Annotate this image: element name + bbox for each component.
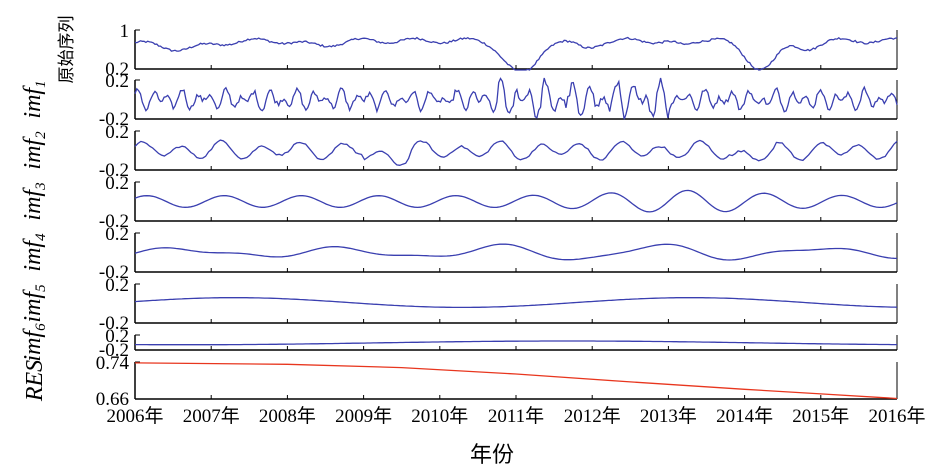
series-line-imf2	[134, 139, 898, 166]
y-tick-label: 0.2	[105, 173, 129, 194]
panel-3: 0.2 -0.2 imf2	[20, 122, 898, 181]
series-line-original	[134, 36, 898, 71]
series-line-res	[134, 362, 898, 400]
panel-8: 0.74 0.66 RES	[22, 353, 898, 410]
y-tick-label: 0.2	[105, 71, 129, 92]
x-tick-label: 2013年	[640, 405, 697, 427]
x-tick-label: 2008年	[259, 405, 316, 427]
y-tick-label: 0.2	[105, 224, 129, 245]
y-axis-label: imf1	[20, 80, 49, 118]
series-line-imf5	[134, 297, 898, 309]
panel-5: 0.2 -0.2 imf4	[20, 224, 898, 283]
y-tick-label: 0.66	[96, 389, 129, 410]
y-tick-label: -0.2	[99, 211, 129, 232]
y-tick-label: 0.2	[105, 59, 129, 80]
y-tick-label: -0.2	[99, 313, 129, 334]
y-axis-label: imf4	[20, 233, 49, 272]
y-axis-label: RES	[22, 360, 48, 402]
series-line-imf4	[134, 243, 898, 261]
y-tick-label: 0.2	[105, 326, 129, 347]
y-tick-label: 1	[120, 21, 130, 42]
panel-4: 0.2 -0.2 imf3	[20, 173, 898, 232]
y-tick-label: -0.2	[99, 340, 129, 361]
panel-1: 1 0.2 原始序列	[57, 16, 898, 84]
x-tick-label: 2011年	[488, 405, 544, 427]
y-axis-label: imf2	[20, 131, 49, 170]
x-tick-label: 2012年	[564, 405, 621, 427]
y-tick-label: -0.2	[99, 160, 129, 181]
y-tick-label: 0.2	[105, 122, 129, 143]
panel-6: 0.2 -0.2 imf5	[20, 275, 898, 334]
x-tick-label: 2014年	[716, 405, 773, 427]
x-tick-label: 2010年	[411, 405, 468, 427]
y-tick-label: -0.2	[99, 109, 129, 130]
series-line-imf1	[134, 77, 898, 120]
y-axis-label: imf6	[20, 323, 49, 362]
y-tick-label: 0.2	[105, 275, 129, 296]
y-tick-label: 0.74	[96, 353, 130, 374]
series-line-imf6	[135, 340, 897, 346]
x-tick-label: 2015年	[792, 405, 849, 427]
x-tick-label: 2009年	[335, 405, 392, 427]
y-axis-label: imf5	[20, 284, 49, 323]
x-tick-label: 2007年	[183, 405, 240, 427]
panel-7: 0.2-0.2 imf6	[20, 323, 898, 362]
y-tick-label: -0.2	[99, 262, 129, 283]
y-axis-label: 原始序列	[57, 16, 77, 84]
panel-2: 0.2 -0.2 imf1	[20, 71, 898, 130]
y-axis-label: imf3	[20, 182, 49, 220]
x-tick-label: 2006年	[106, 405, 163, 427]
series-line-imf3	[134, 189, 898, 213]
x-axis-label: 年份	[470, 443, 514, 468]
x-tick-label: 2016年	[868, 405, 925, 427]
x-axis: 2006年 2007年 2008年 2009年 2010年 2011年 2012年 2013年…	[106, 405, 925, 468]
